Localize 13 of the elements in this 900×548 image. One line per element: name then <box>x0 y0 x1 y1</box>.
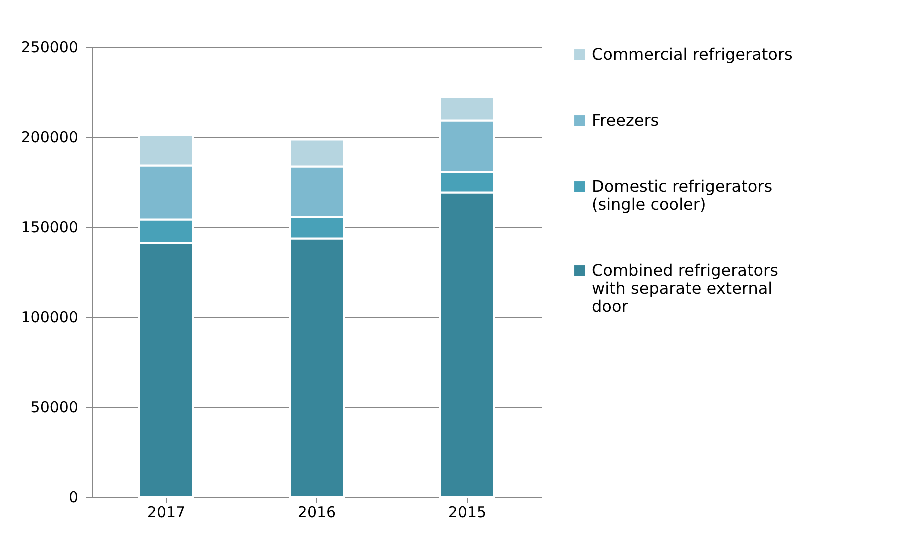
x-tick-label: 2016 <box>298 504 336 522</box>
legend-label: Combined refrigerators with separate external door <box>592 261 778 316</box>
legend-label: Domestic refrigerators (single cooler) <box>592 177 773 214</box>
legend-label: Freezers <box>592 111 660 130</box>
y-tick-label: 150000 <box>21 218 78 236</box>
legend-label: Commercial refrigerators <box>592 45 793 64</box>
x-tick-label: 2017 <box>147 504 186 522</box>
x-tick-label: 2015 <box>448 504 487 522</box>
y-tick-label: 200000 <box>21 128 78 146</box>
y-tick-label: 100000 <box>21 308 78 326</box>
y-tick-label: 0 <box>68 488 78 506</box>
y-tick-label: 250000 <box>21 38 78 56</box>
y-tick-label: 50000 <box>30 398 78 416</box>
